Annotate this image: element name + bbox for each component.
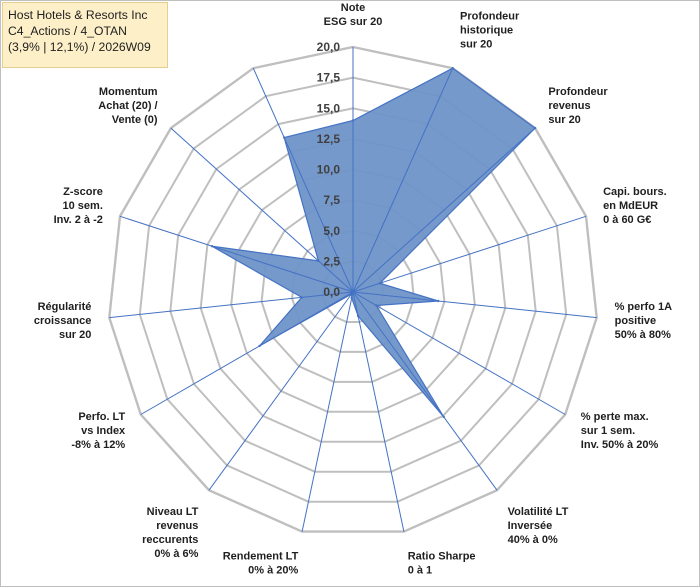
axis-spoke bbox=[352, 291, 597, 319]
axis-label: Ratio Sharpe 0 à 1 bbox=[408, 550, 476, 576]
grid-ring bbox=[260, 199, 446, 383]
axis-label: % perte max. sur 1 sem. Inv. 50% à 20% bbox=[581, 411, 659, 451]
axis-label: Profondeur revenus sur 20 bbox=[548, 86, 608, 126]
tick-label: 7,5 bbox=[323, 193, 340, 207]
grid-ring bbox=[230, 168, 476, 413]
chart-title-box: Host Hotels & Resorts Inc C4_Actions / 4… bbox=[2, 2, 168, 68]
axis-label: % perfo 1A positive 50% à 80% bbox=[615, 301, 673, 341]
axis-spoke bbox=[352, 67, 454, 293]
grid-ring bbox=[138, 76, 568, 503]
axis-label: Rendement LT 0% à 20% bbox=[223, 550, 299, 576]
tick-label: 10,0 bbox=[317, 163, 341, 177]
tick-label: 15,0 bbox=[317, 101, 341, 115]
title-line-2: C4_Actions / 4_OTAN bbox=[8, 24, 127, 38]
axis-label: Profondeur historique sur 20 bbox=[460, 11, 520, 51]
tick-label: 17,5 bbox=[317, 71, 341, 85]
axis-spoke bbox=[140, 291, 354, 415]
tick-label: 5,0 bbox=[323, 224, 340, 238]
axis-label: Momentum Achat (20) / Vente (0) bbox=[98, 86, 158, 126]
tick-label: 20,0 bbox=[317, 40, 341, 54]
title-line-3: (3,9% | 12,1%) / 2026W09 bbox=[8, 40, 151, 54]
grid-ring bbox=[169, 107, 537, 473]
title-line-1: Host Hotels & Resorts Inc bbox=[8, 8, 148, 22]
axis-spoke bbox=[119, 215, 354, 293]
tick-label: 2,5 bbox=[323, 254, 340, 268]
axis-spoke bbox=[170, 127, 354, 293]
axis-label: Perfo. LT vs Index -8% à 12% bbox=[71, 411, 126, 451]
axis-label: Note ESG sur 20 bbox=[324, 2, 383, 28]
tick-label: 12,5 bbox=[317, 132, 341, 146]
axis-spoke bbox=[352, 215, 587, 293]
axis-spoke bbox=[208, 291, 354, 491]
grid-ring bbox=[108, 45, 598, 533]
axis-spoke bbox=[252, 67, 354, 293]
axis-label: Volatilité LT Inversée 40% à 0% bbox=[508, 506, 569, 546]
axis-spoke bbox=[352, 127, 536, 293]
grid-ring bbox=[199, 137, 507, 443]
axis-spoke bbox=[109, 291, 354, 319]
data-series-area bbox=[211, 67, 537, 418]
axis-spoke bbox=[352, 291, 566, 415]
tick-label: 0,0 bbox=[323, 285, 340, 299]
axis-spoke bbox=[352, 291, 405, 532]
axis-spoke bbox=[301, 291, 354, 532]
axis-spoke bbox=[352, 291, 498, 491]
axis-label: Régularité croissance sur 20 bbox=[34, 301, 91, 341]
axis-label: Niveau LT revenus reccurents 0% à 6% bbox=[142, 506, 199, 560]
axis-label: Z-score 10 sem. Inv. 2 à -2 bbox=[54, 186, 103, 226]
axis-label: Capi. bours. en MdEUR 0 à 60 G€ bbox=[603, 186, 667, 226]
